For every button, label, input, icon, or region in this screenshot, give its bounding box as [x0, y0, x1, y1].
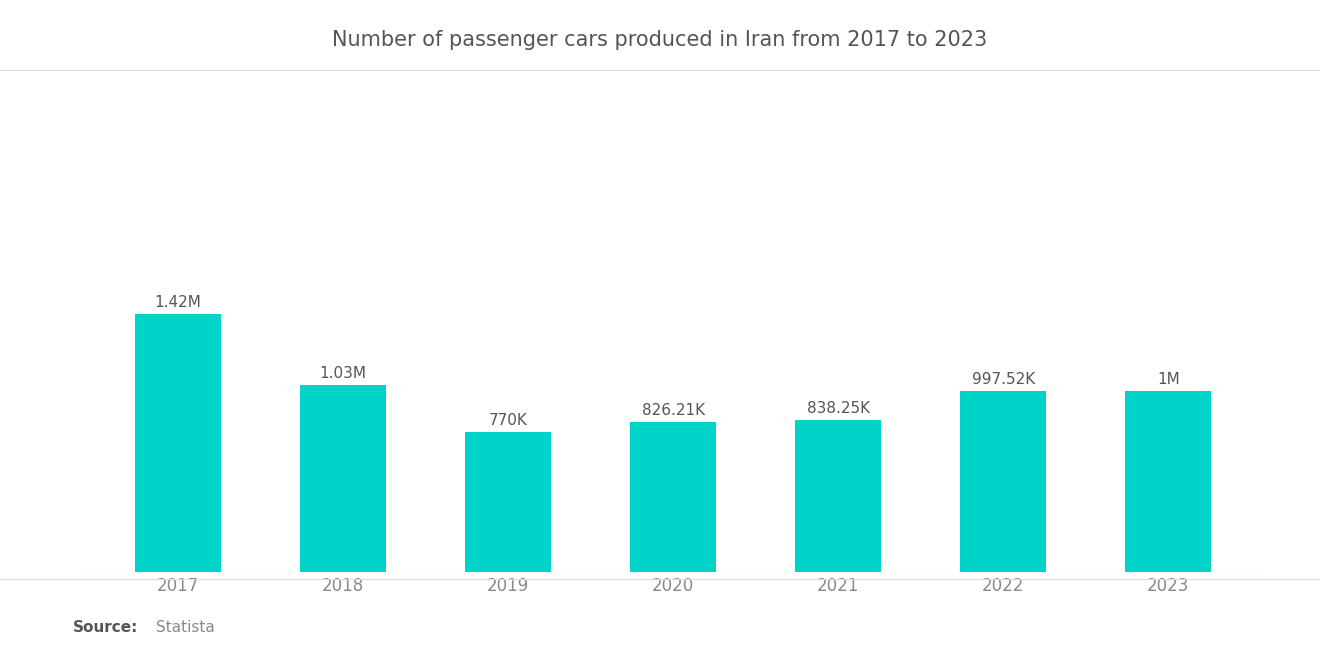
Text: 997.52K: 997.52K: [972, 372, 1035, 387]
Bar: [1125, 390, 1212, 572]
Bar: [135, 315, 220, 572]
Text: Statista: Statista: [156, 620, 215, 635]
Bar: [631, 422, 715, 572]
Bar: [795, 420, 882, 572]
Text: 1.42M: 1.42M: [154, 295, 202, 311]
Text: 770K: 770K: [488, 413, 528, 428]
Text: 1M: 1M: [1156, 372, 1180, 386]
Bar: [960, 391, 1045, 572]
Text: 1.03M: 1.03M: [319, 366, 367, 381]
Text: 838.25K: 838.25K: [807, 401, 870, 416]
Text: Source:: Source:: [73, 620, 139, 635]
Bar: [466, 432, 552, 572]
Text: 826.21K: 826.21K: [642, 403, 705, 418]
Bar: [300, 385, 385, 572]
Text: Number of passenger cars produced in Iran from 2017 to 2023: Number of passenger cars produced in Ira…: [333, 30, 987, 50]
